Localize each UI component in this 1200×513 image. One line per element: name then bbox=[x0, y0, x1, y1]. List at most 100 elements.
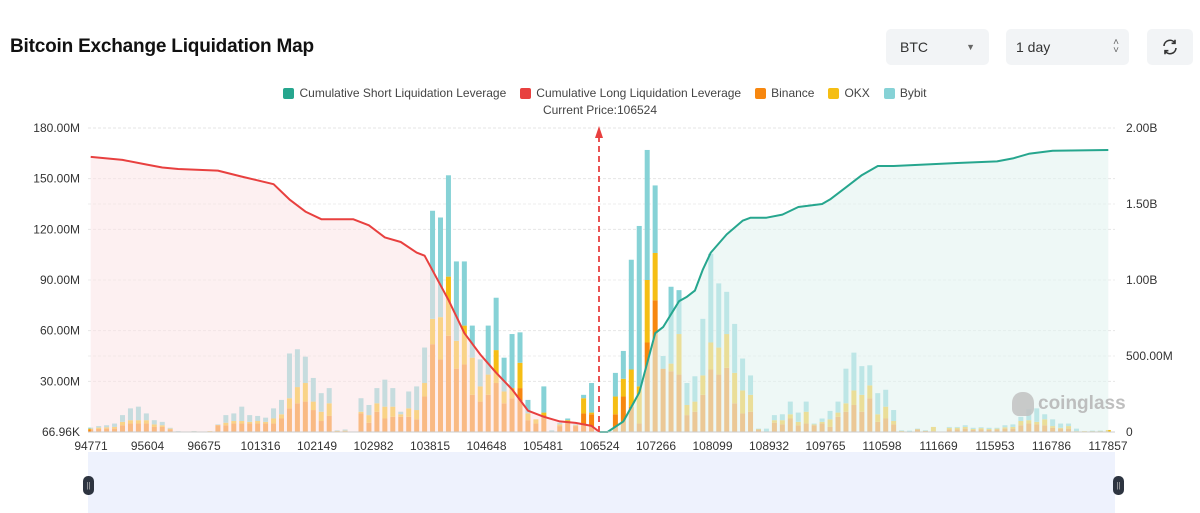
bar-bybit bbox=[628, 259, 634, 370]
bar-okx bbox=[628, 369, 634, 407]
x-tick-label: 109765 bbox=[805, 439, 845, 452]
bar-bybit bbox=[589, 383, 595, 413]
bar-bybit bbox=[565, 418, 571, 421]
x-tick-label: 95604 bbox=[131, 439, 165, 452]
legend-swatch bbox=[828, 87, 840, 99]
x-tick-label: 107266 bbox=[636, 439, 676, 452]
y-right-tick-label: 0 bbox=[1126, 425, 1133, 439]
legend-label: OKX bbox=[844, 86, 870, 100]
short-cumulative-line bbox=[599, 149, 1109, 433]
coin-select[interactable]: BTC ▼ bbox=[886, 29, 989, 65]
bar-bybit bbox=[445, 175, 451, 277]
x-tick-label: 105481 bbox=[523, 439, 563, 452]
time-range-value: 1 day bbox=[1016, 39, 1051, 55]
bar-bybit bbox=[612, 372, 618, 397]
x-tick-label: 108099 bbox=[692, 439, 732, 452]
y-right-tick-label: 1.50B bbox=[1126, 197, 1157, 211]
x-tick-label: 116786 bbox=[1032, 439, 1071, 452]
bar-bybit bbox=[438, 217, 443, 318]
bar-binance bbox=[581, 413, 587, 432]
x-tick-label: 104648 bbox=[466, 439, 506, 452]
y-left-tick-label: 60.00M bbox=[40, 324, 80, 338]
current-price-arrow-icon bbox=[595, 126, 603, 138]
bar-okx bbox=[589, 412, 595, 415]
legend-swatch bbox=[755, 87, 767, 99]
zoom-slider-left-handle[interactable]: || bbox=[83, 476, 94, 495]
legend-bybit[interactable]: Bybit bbox=[883, 86, 927, 100]
x-tick-label: 102149 bbox=[297, 439, 337, 452]
legend-label: Cumulative Short Liquidation Leverage bbox=[299, 86, 507, 100]
bar-okx bbox=[581, 398, 587, 414]
bar-bybit bbox=[644, 149, 650, 280]
coin-select-value: BTC bbox=[900, 39, 928, 55]
x-tick-label: 96675 bbox=[187, 439, 221, 452]
y-left-tick-label: 180.00M bbox=[33, 121, 80, 135]
legend-swatch bbox=[283, 87, 295, 99]
bar-okx bbox=[493, 350, 499, 384]
bar-bybit bbox=[620, 350, 626, 379]
bar-bybit bbox=[485, 325, 491, 375]
liquidation-chart: 180.00M 150.00M 120.00M 90.00M 60.00M 30.00M 6… bbox=[33, 121, 1173, 452]
y-right-tick-label: 2.00B bbox=[1126, 121, 1157, 135]
bar-okx bbox=[620, 378, 626, 397]
legend-label: Cumulative Long Liquidation Leverage bbox=[536, 86, 742, 100]
x-tick-label: 111669 bbox=[919, 439, 958, 452]
bar-bybit bbox=[541, 386, 547, 413]
x-tick-label: 94771 bbox=[74, 439, 108, 452]
bar-binance bbox=[620, 396, 626, 432]
chart-legend: Cumulative Short Liquidation Leverage Cu… bbox=[0, 86, 1200, 100]
bar-bybit bbox=[461, 261, 467, 326]
bar-bybit bbox=[430, 210, 436, 319]
bar-binance bbox=[589, 414, 595, 432]
legend-short-cumulative[interactable]: Cumulative Short Liquidation Leverage bbox=[283, 86, 506, 100]
bar-bybit bbox=[469, 325, 475, 358]
y-left-tick-label: 90.00M bbox=[40, 273, 80, 287]
bar-bybit bbox=[636, 225, 642, 387]
bar-bybit bbox=[493, 297, 499, 351]
x-tick-label: 103815 bbox=[410, 439, 450, 452]
bar-okx bbox=[644, 280, 650, 343]
y-left-tick-label: 120.00M bbox=[33, 222, 80, 236]
bar-bybit bbox=[501, 357, 507, 392]
x-tick-label: 115953 bbox=[975, 439, 1014, 452]
x-tick-label: 106524 bbox=[579, 439, 619, 452]
y-right-tick-label: 500.00M bbox=[1126, 349, 1173, 363]
zoom-slider-track[interactable] bbox=[88, 452, 1115, 513]
x-tick-label: 108932 bbox=[749, 439, 789, 452]
bar-bybit bbox=[517, 332, 523, 363]
legend-label: Bybit bbox=[899, 86, 927, 100]
up-down-chevron-icon: ˄ ˅ bbox=[1113, 37, 1119, 56]
x-tick-label: 117857 bbox=[1088, 439, 1127, 452]
x-tick-label: 101316 bbox=[240, 439, 280, 452]
bar-binance bbox=[612, 414, 618, 432]
legend-swatch bbox=[520, 87, 532, 99]
bar-okx bbox=[612, 396, 618, 415]
bar-okx bbox=[652, 252, 658, 301]
current-price-label: Current Price:106524 bbox=[542, 103, 658, 117]
legend-binance[interactable]: Binance bbox=[755, 86, 814, 100]
caret-down-icon: ▼ bbox=[966, 42, 975, 52]
bar-bybit bbox=[581, 394, 587, 399]
legend-okx[interactable]: OKX bbox=[828, 86, 870, 100]
long-cumulative-area bbox=[90, 156, 600, 432]
y-left-tick-label: 150.00M bbox=[33, 172, 80, 186]
legend-label: Binance bbox=[771, 86, 815, 100]
bar-bybit bbox=[652, 185, 658, 253]
y-left-tick-label: 66.96K bbox=[42, 425, 80, 439]
refresh-button[interactable] bbox=[1147, 29, 1193, 65]
legend-swatch bbox=[883, 87, 895, 99]
bar-okx bbox=[541, 412, 547, 416]
zoom-slider-right-handle[interactable]: || bbox=[1113, 476, 1124, 495]
refresh-icon bbox=[1163, 39, 1177, 55]
legend-long-cumulative[interactable]: Cumulative Long Liquidation Leverage bbox=[520, 86, 741, 100]
bar-bybit bbox=[525, 399, 531, 414]
x-tick-label: 110598 bbox=[862, 439, 901, 452]
time-range-select[interactable]: 1 day ˄ ˅ bbox=[1006, 29, 1129, 65]
watermark-text: coinglass bbox=[1038, 393, 1126, 414]
y-right-tick-label: 1.00B bbox=[1126, 273, 1157, 287]
page-title: Bitcoin Exchange Liquidation Map bbox=[10, 36, 314, 57]
bar-okx bbox=[517, 362, 523, 389]
short-cumulative-area bbox=[599, 150, 1109, 432]
long-cumulative-line bbox=[90, 155, 601, 433]
x-tick-label: 102982 bbox=[353, 439, 393, 452]
